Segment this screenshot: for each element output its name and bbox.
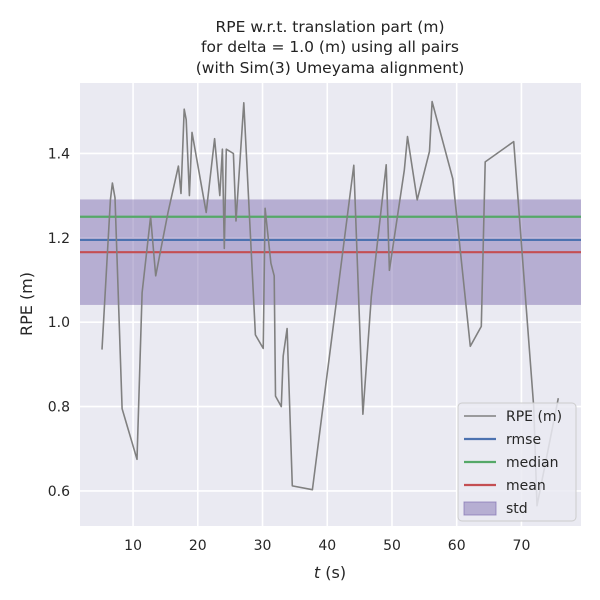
x-tick-label: 50: [383, 538, 401, 554]
legend-label: rmse: [506, 432, 541, 448]
y-tick-label: 1.4: [48, 146, 70, 162]
y-tick-label: 1.2: [48, 231, 70, 247]
legend-swatch: [463, 501, 497, 516]
y-tick-label: 0.8: [48, 400, 70, 416]
x-tick-label: 60: [448, 538, 466, 554]
x-tick-label: 10: [124, 538, 142, 554]
y-tick-label: 1.0: [48, 315, 70, 331]
x-tick-label: 30: [254, 538, 272, 554]
legend-label: RPE (m): [506, 409, 562, 425]
y-axis-label: RPE (m): [17, 272, 36, 336]
rpe-series-line: [101, 100, 560, 507]
legend-label: mean: [506, 478, 546, 494]
x-tick-label: 40: [318, 538, 336, 554]
chart-title-line-2: for delta = 1.0 (m) using all pairs: [201, 38, 459, 56]
legend-label: std: [506, 501, 528, 517]
legend-box: [457, 402, 577, 522]
legend: RPE (m) rmse median mean std: [457, 402, 577, 522]
x-tick-label: 20: [189, 538, 207, 554]
tick-labels: 10 20 30 40 50 60 70 0.6 0.8 1.0 1.2 1.4: [48, 146, 531, 554]
chart-title-line-3: (with Sim(3) Umeyama alignment): [196, 59, 465, 77]
statistic-lines: [80, 199, 581, 305]
x-tick-label: 70: [513, 538, 531, 554]
legend-label: median: [506, 455, 558, 471]
chart-title-line-1: RPE w.r.t. translation part (m): [215, 18, 444, 36]
y-tick-label: 0.6: [48, 484, 70, 500]
series-layer: [101, 100, 560, 507]
x-axis-label: t (s): [314, 563, 346, 582]
